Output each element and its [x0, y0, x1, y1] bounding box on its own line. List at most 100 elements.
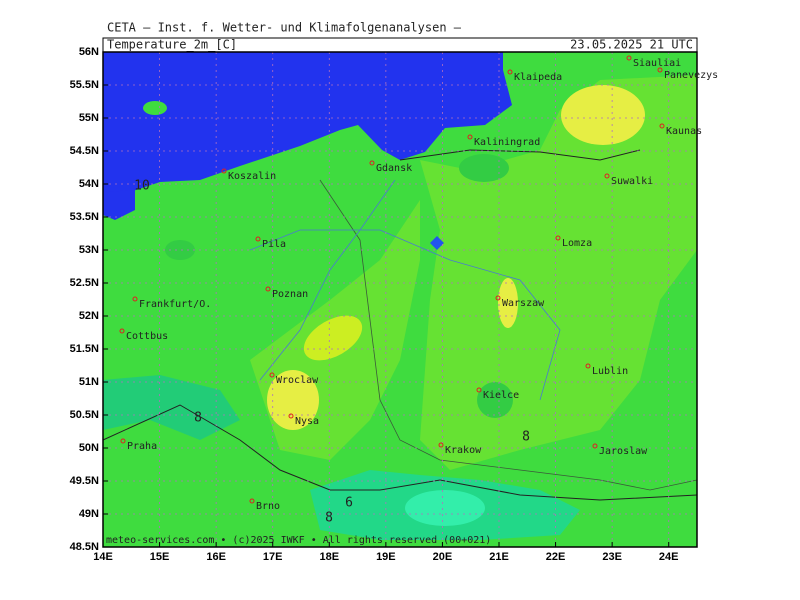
y-tick-label: 52.5N	[70, 277, 99, 289]
contour-label: 8	[194, 411, 202, 426]
yellow-patch	[267, 370, 319, 430]
city-marker	[604, 173, 610, 179]
y-tick-label: 54N	[79, 178, 99, 190]
city-marker	[221, 168, 227, 174]
yellow-patch	[561, 85, 645, 145]
y-tick-label: 56N	[79, 46, 99, 58]
city-label: Koszalin	[228, 171, 276, 182]
x-tick-label: 20E	[433, 551, 453, 563]
city-label: Lomza	[562, 238, 592, 249]
contour-label: 8	[325, 511, 333, 526]
city-marker	[476, 387, 482, 393]
city-marker	[438, 442, 444, 448]
x-tick-label: 19E	[376, 551, 396, 563]
city-marker	[249, 498, 255, 504]
cool-patch	[459, 154, 509, 182]
city-label: Cottbus	[126, 331, 168, 342]
city-marker	[467, 134, 473, 140]
city-label: Praha	[127, 441, 157, 452]
y-tick-label: 50.5N	[70, 409, 99, 421]
city-label: Pila	[262, 239, 286, 250]
city-label: Krakow	[445, 445, 482, 456]
x-tick-label: 16E	[206, 551, 226, 563]
city-marker	[132, 296, 138, 302]
cool-patch	[103, 375, 240, 440]
yellow-patch	[498, 278, 518, 328]
city-marker	[119, 328, 125, 334]
sea	[103, 190, 135, 220]
x-tick-label: 17E	[263, 551, 283, 563]
city-marker	[369, 160, 375, 166]
island	[143, 101, 167, 115]
city-label: Klaipeda	[514, 72, 562, 83]
city-label: Poznan	[272, 289, 308, 300]
city-label: Lublin	[592, 366, 628, 377]
y-tick-label: 52N	[79, 310, 99, 322]
y-tick-label: 53.5N	[70, 211, 99, 223]
cool-patch	[477, 382, 513, 418]
map-area	[102, 52, 698, 547]
city-label: Kaunas	[666, 126, 702, 137]
cool-patch	[165, 240, 195, 260]
border	[399, 149, 641, 161]
city-label: Frankfurt/O.	[139, 299, 211, 310]
x-tick-label: 14E	[93, 551, 113, 563]
x-tick-label: 23E	[602, 551, 622, 563]
city-marker	[507, 69, 513, 75]
y-tick-label: 51N	[79, 376, 99, 388]
map-frame	[102, 51, 698, 548]
y-tick-label: 50N	[79, 442, 99, 454]
city-marker	[265, 286, 271, 292]
valid-time: 23.05.2025 21 UTC	[570, 38, 693, 52]
city-marker	[585, 363, 591, 369]
y-tick-label: 49N	[79, 508, 99, 520]
city-label: Warszaw	[502, 298, 545, 309]
x-tick-label: 18E	[319, 551, 339, 563]
city-label: Panevezys	[664, 70, 718, 81]
border	[319, 179, 698, 491]
x-tick-label: 15E	[150, 551, 170, 563]
city-label: Jaroslaw	[599, 446, 648, 457]
city-label: Brno	[256, 501, 280, 512]
city-marker	[592, 443, 598, 449]
city-marker	[659, 123, 665, 129]
location-marker	[430, 236, 444, 250]
x-tick-label: 24E	[659, 551, 679, 563]
city-label: Nysa	[295, 416, 319, 427]
y-tick-label: 54.5N	[70, 145, 99, 157]
y-tick-label: 51.5N	[70, 343, 99, 355]
cold-patch	[405, 490, 485, 526]
city-marker	[657, 67, 663, 73]
city-marker	[255, 236, 261, 242]
variable-label: Temperature_2m_[C]	[107, 38, 237, 52]
contour-label: 6	[345, 496, 353, 511]
city-label: Kielce	[483, 390, 519, 401]
city-marker	[288, 413, 294, 419]
y-tick-label: 53N	[79, 244, 99, 256]
city-label: Gdansk	[376, 163, 412, 174]
city-marker	[555, 235, 561, 241]
contour-label: 10	[134, 179, 150, 194]
city-marker	[269, 372, 275, 378]
yellow-patch	[303, 315, 363, 361]
city-marker	[626, 55, 632, 61]
contour-label: 8	[522, 430, 530, 445]
river	[259, 179, 396, 381]
river	[249, 229, 561, 401]
y-tick-label: 55.5N	[70, 79, 99, 91]
border	[102, 404, 698, 501]
city-label: Kaliningrad	[474, 137, 540, 148]
footer: meteo-services.com • (c)2025 IWKF • All …	[106, 535, 491, 546]
y-tick-label: 55N	[79, 112, 99, 124]
city-label: Siauliai	[633, 58, 681, 69]
sea	[103, 52, 512, 192]
city-label: Suwalki	[611, 176, 653, 187]
y-tick-label: 49.5N	[70, 475, 99, 487]
y-tick-label: 48.5N	[70, 541, 99, 553]
x-tick-label: 22E	[546, 551, 566, 563]
city-marker	[120, 438, 126, 444]
city-label: Wroclaw	[276, 375, 319, 386]
x-tick-label: 21E	[489, 551, 509, 563]
city-marker	[495, 295, 501, 301]
